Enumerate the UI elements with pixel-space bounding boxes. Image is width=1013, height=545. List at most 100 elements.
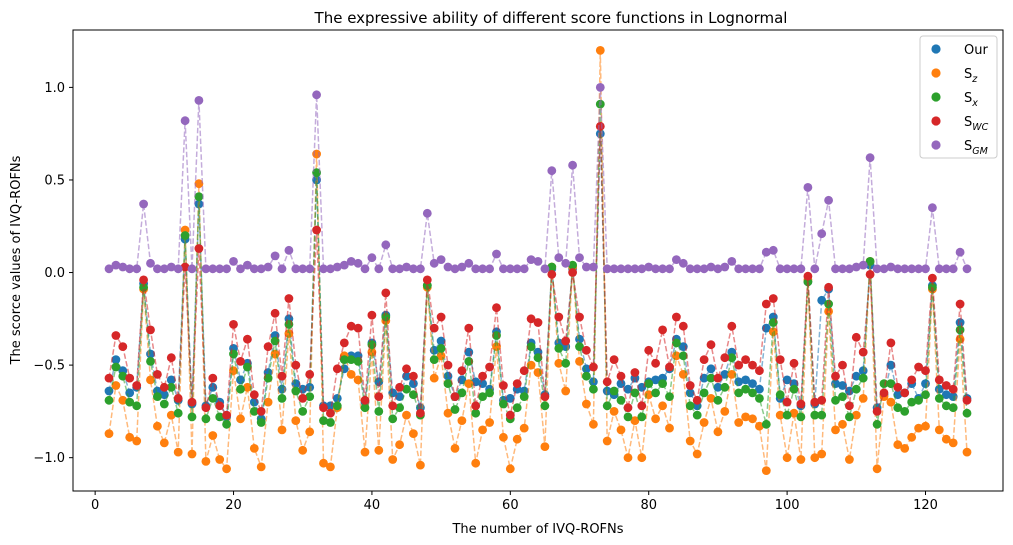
- data-point: [630, 388, 640, 398]
- data-point: [554, 253, 564, 263]
- data-point: [914, 264, 923, 274]
- data-point: [595, 121, 605, 131]
- data-point: [526, 342, 536, 351]
- legend-marker: [931, 116, 941, 126]
- data-point: [180, 262, 190, 272]
- data-point: [955, 247, 965, 257]
- data-point: [789, 264, 799, 274]
- data-point: [547, 262, 557, 272]
- data-point: [360, 395, 370, 405]
- data-point: [817, 449, 827, 459]
- data-point: [519, 264, 529, 274]
- data-point: [339, 260, 349, 270]
- x-axis: 0 20 40 60 80 100 120: [91, 491, 938, 513]
- data-point: [609, 386, 619, 396]
- data-point: [499, 264, 508, 274]
- data-point: [326, 264, 335, 274]
- axes-frame: [72, 29, 1004, 492]
- data-point: [720, 262, 730, 272]
- data-point: [741, 412, 750, 422]
- data-point: [505, 394, 515, 403]
- data-point: [602, 436, 612, 446]
- data-point: [568, 260, 577, 270]
- data-point: [900, 407, 910, 416]
- data-point: [159, 438, 169, 448]
- data-point: [692, 410, 702, 420]
- chart-title: The expressive ability of different scor…: [314, 9, 788, 27]
- data-point: [810, 264, 820, 274]
- data-point: [678, 258, 688, 268]
- data-point: [831, 371, 840, 381]
- data-point: [201, 403, 211, 413]
- data-point: [139, 275, 149, 285]
- data-point: [872, 407, 882, 416]
- data-point: [388, 264, 398, 274]
- data-point: [748, 360, 757, 370]
- data-point: [194, 192, 204, 202]
- data-point: [180, 116, 190, 126]
- data-point: [685, 401, 695, 411]
- data-point: [305, 392, 315, 401]
- data-point: [159, 382, 169, 392]
- data-point: [845, 401, 854, 411]
- data-point: [166, 262, 176, 272]
- data-point: [159, 264, 169, 274]
- data-point: [803, 271, 813, 281]
- data-point: [582, 262, 591, 272]
- data-point: [319, 264, 328, 274]
- data-point: [332, 364, 342, 374]
- data-point: [755, 384, 764, 394]
- y-tick-label: 0.0: [44, 266, 65, 281]
- data-point: [678, 321, 688, 331]
- data-point: [761, 419, 771, 429]
- data-point: [678, 351, 688, 361]
- data-point: [492, 249, 501, 259]
- data-point: [893, 440, 903, 450]
- data-point: [748, 388, 757, 398]
- data-point: [644, 379, 654, 388]
- data-point: [609, 355, 619, 364]
- data-point: [111, 260, 121, 270]
- data-point: [561, 336, 571, 346]
- data-point: [713, 373, 723, 383]
- data-point: [436, 255, 446, 264]
- data-point: [499, 381, 508, 390]
- data-point: [464, 379, 474, 388]
- data-point: [907, 432, 917, 442]
- x-tick-label: 20: [225, 498, 242, 513]
- data-point: [727, 370, 737, 379]
- data-point: [872, 419, 882, 429]
- x-tick-label: 40: [364, 498, 381, 513]
- data-point: [651, 375, 660, 385]
- data-point: [194, 179, 204, 189]
- data-point: [388, 414, 398, 424]
- data-point: [789, 358, 799, 368]
- data-point: [851, 332, 861, 342]
- data-point: [339, 355, 349, 364]
- data-point: [485, 264, 494, 274]
- data-point: [505, 264, 515, 274]
- data-point: [547, 270, 557, 279]
- data-point: [222, 464, 232, 474]
- data-point: [360, 403, 370, 413]
- data-point: [346, 370, 356, 379]
- data-point: [132, 436, 142, 446]
- data-point: [623, 264, 633, 274]
- data-point: [713, 395, 723, 405]
- data-point: [789, 384, 799, 394]
- data-point: [616, 395, 626, 405]
- data-point: [499, 432, 508, 442]
- data-point: [360, 447, 370, 457]
- data-point: [471, 264, 481, 274]
- data-point: [962, 447, 972, 457]
- data-point: [623, 403, 633, 413]
- data-point: [291, 360, 301, 370]
- data-point: [478, 392, 487, 401]
- data-point: [402, 384, 411, 394]
- data-point: [900, 444, 910, 453]
- data-point: [748, 264, 757, 274]
- data-point: [921, 421, 930, 431]
- data-point: [125, 373, 135, 383]
- data-point: [962, 264, 972, 274]
- data-point: [139, 199, 149, 209]
